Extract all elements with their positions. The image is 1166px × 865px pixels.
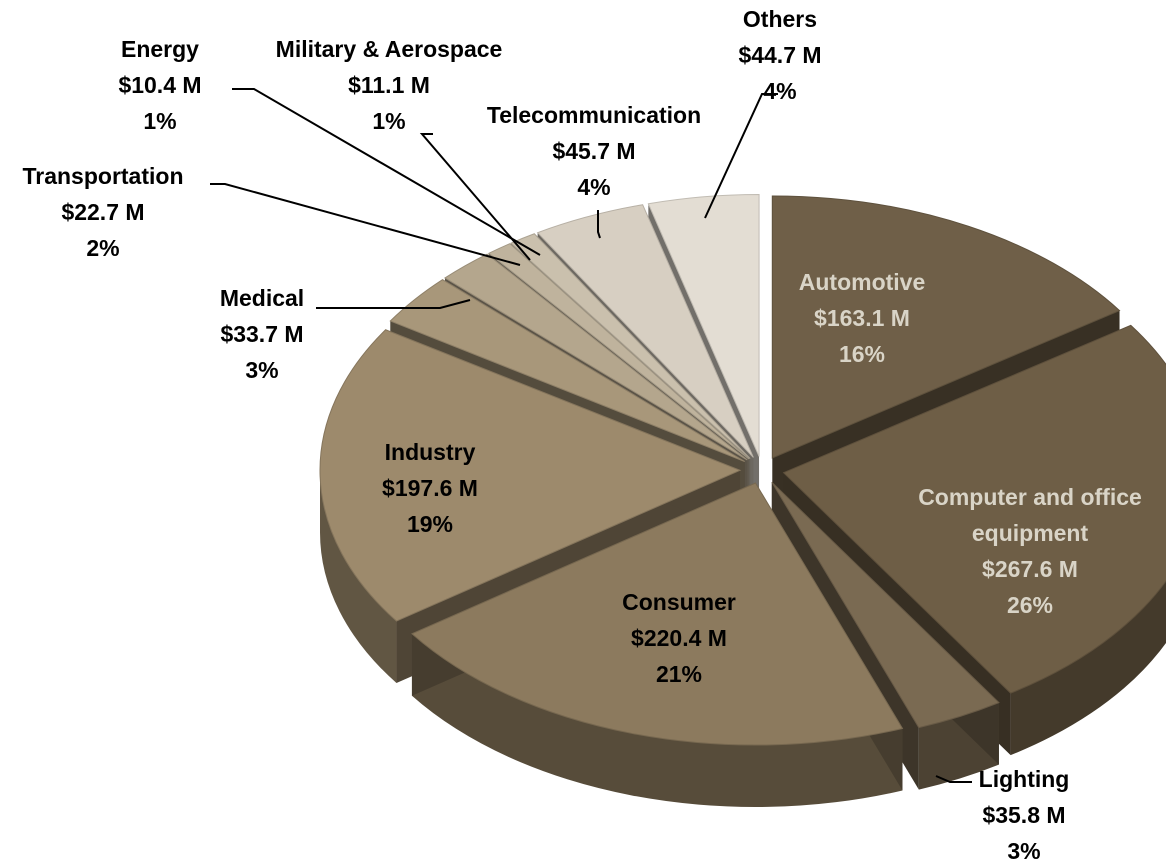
data-label-others: Others $44.7 M 4% [738, 6, 821, 104]
leader-line-military-aerospace [419, 133, 531, 261]
data-label-energy: Energy $10.4 M 1% [118, 36, 201, 134]
data-label-automotive: Automotive $163.1 M 16% [799, 269, 926, 367]
slice-energy [487, 243, 750, 460]
slice-telecommunication [536, 204, 754, 458]
data-label-transportation: Transportation $22.7 M 2% [22, 163, 183, 261]
slice-computer-and-office-equipment [782, 324, 1166, 694]
data-label-lighting: Lighting $35.8 M 3% [979, 766, 1070, 864]
data-label-consumer: Consumer $220.4 M 21% [622, 589, 736, 687]
leader-line-medical [316, 299, 471, 309]
slice-consumer [411, 482, 904, 746]
leader-line-telecommunication [597, 210, 601, 239]
data-label-telecommunication: Telecommunication $45.7 M 4% [487, 102, 701, 200]
leader-line-lighting [935, 775, 972, 783]
leader-line-energy [232, 88, 541, 256]
slice-side-industry [320, 470, 397, 684]
slice-lighting [771, 481, 1000, 729]
data-label-industry: Industry $197.6 M 19% [382, 439, 478, 537]
leader-line-others [704, 93, 778, 219]
slice-others [647, 193, 760, 457]
slice-medical [389, 279, 745, 463]
leader-line-transportation [210, 183, 521, 266]
slice-side-computer-and-office-equipment [1010, 580, 1166, 756]
slice-labels: Automotive $163.1 M 16% Computer and office… [22, 6, 1141, 864]
slice-military-and-aerospace [510, 233, 751, 459]
pie-slices [319, 193, 1166, 808]
slice-automotive [771, 195, 1121, 459]
slice-side-consumer [411, 633, 903, 808]
slice-industry [319, 329, 742, 622]
data-label-military-and-aerospace: Military & Aerospace $11.1 M 1% [276, 36, 503, 134]
slice-transportation [444, 253, 748, 461]
leader-lines [210, 88, 972, 783]
data-label-medical: Medical $33.7 M 3% [220, 285, 304, 383]
data-label-computer-and-office-equipment: Computer and office equipment $267.6 M 26% [918, 484, 1142, 618]
